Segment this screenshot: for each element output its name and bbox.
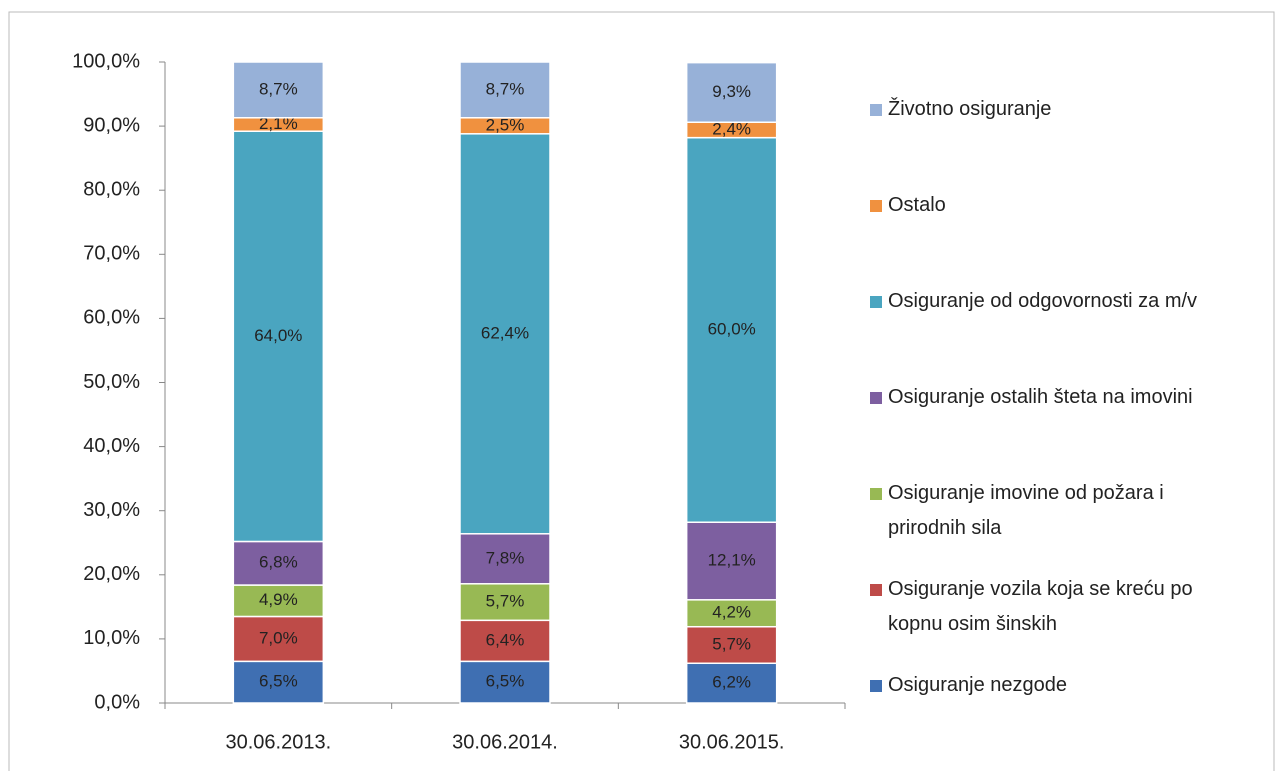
legend-item: Osiguranje nezgode	[870, 668, 1230, 703]
y-tick-label: 0,0%	[94, 691, 140, 713]
legend-label: Osiguranje imovine od požara i prirodnih…	[888, 482, 1164, 539]
y-tick-label: 90,0%	[83, 114, 140, 136]
legend-label: Osiguranje od odgovornosti za m/v	[888, 290, 1198, 312]
value-label: 5,7%	[712, 634, 751, 653]
chart-frame	[8, 11, 1275, 771]
legend-item: Osiguranje imovine od požara i prirodnih…	[870, 476, 1230, 546]
legend-item: Životno osiguranje	[870, 92, 1230, 127]
value-label: 62,4%	[481, 323, 529, 342]
legend-label: Životno osiguranje	[888, 98, 1052, 120]
legend-label: Osiguranje ostalih šteta na imovini	[888, 386, 1193, 408]
bar-segment	[685, 61, 778, 124]
bar-segment	[232, 540, 325, 586]
bar-segment	[459, 133, 551, 535]
legend-label: Osiguranje vozila koja se kreću po kopnu…	[888, 578, 1193, 635]
value-label: 8,7%	[486, 79, 525, 98]
bar-segment	[685, 662, 778, 704]
legend-swatch	[870, 584, 882, 596]
value-label: 6,4%	[486, 630, 525, 649]
value-label: 7,8%	[486, 548, 525, 567]
y-tick-label: 60,0%	[83, 307, 140, 329]
value-label: 2,5%	[486, 115, 525, 134]
legend-label: Ostalo	[888, 194, 946, 216]
bar-segment	[232, 615, 325, 663]
bar-segment	[232, 130, 325, 543]
bar-segment	[685, 136, 778, 523]
y-tick-label: 40,0%	[83, 435, 140, 457]
value-label: 64,0%	[254, 326, 302, 345]
y-tick-label: 50,0%	[83, 371, 140, 393]
y-tick-label: 10,0%	[83, 627, 140, 649]
legend-item: Osiguranje ostalih šteta na imovini	[870, 380, 1230, 415]
bar-segment	[232, 660, 325, 704]
value-label: 7,0%	[259, 628, 298, 647]
bar-segment	[232, 61, 325, 119]
legend-swatch	[870, 392, 882, 404]
legend-swatch	[870, 200, 882, 212]
value-label: 60,0%	[708, 319, 756, 338]
y-tick-label: 80,0%	[83, 178, 140, 200]
y-tick-label: 100,0%	[72, 50, 140, 72]
legend-swatch	[870, 296, 882, 308]
legend-swatch	[870, 488, 882, 500]
value-label: 4,2%	[712, 603, 751, 622]
value-label: 8,7%	[259, 79, 298, 98]
bar-segment	[232, 584, 325, 618]
bar-segment	[459, 619, 551, 663]
legend-label: Osiguranje nezgode	[888, 674, 1068, 696]
legend-item: Ostalo	[870, 188, 1230, 223]
value-label: 12,1%	[708, 551, 756, 570]
value-label: 6,5%	[486, 672, 525, 691]
x-tick-label: 30.06.2013.	[226, 731, 332, 753]
value-label: 4,9%	[259, 590, 298, 609]
value-label: 6,2%	[712, 673, 751, 692]
x-tick-label: 30.06.2015.	[679, 731, 785, 753]
legend-item: Osiguranje vozila koja se kreću po kopnu…	[870, 572, 1230, 642]
value-label: 2,4%	[712, 119, 751, 138]
y-tick-label: 30,0%	[83, 499, 140, 521]
legend-swatch	[870, 104, 882, 116]
value-label: 6,5%	[259, 672, 298, 691]
value-label: 5,7%	[486, 592, 525, 611]
x-tick-label: 30.06.2014.	[452, 731, 558, 753]
bar-segment	[459, 61, 551, 119]
legend-swatch	[870, 680, 882, 692]
value-label: 2,1%	[259, 114, 298, 133]
bar-segment	[685, 521, 778, 601]
legend-item: Osiguranje od odgovornosti za m/v	[870, 284, 1230, 319]
y-tick-label: 70,0%	[83, 243, 140, 265]
y-tick-label: 20,0%	[83, 563, 140, 585]
value-label: 9,3%	[712, 82, 751, 101]
value-label: 6,8%	[259, 553, 298, 572]
